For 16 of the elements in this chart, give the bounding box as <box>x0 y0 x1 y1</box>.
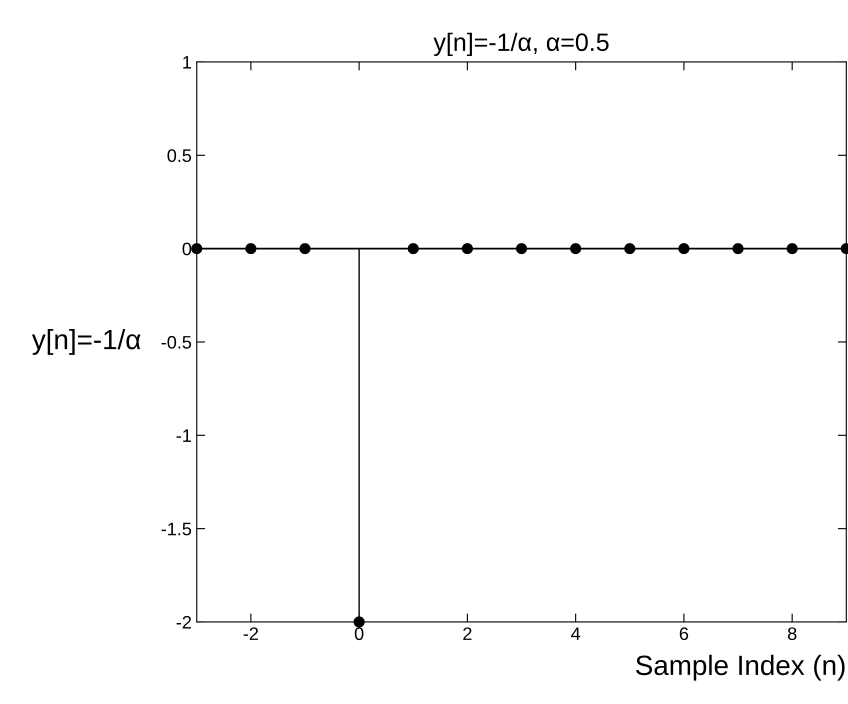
y-tick-label: 1 <box>183 56 191 68</box>
y-tick-label: 0.5 <box>167 149 192 162</box>
x-tick-label: 2 <box>463 627 472 640</box>
y-tick-label: -0.5 <box>162 336 192 349</box>
x-axis-title: Sample Index (n) <box>636 654 845 681</box>
x-tick-label: 6 <box>680 627 688 640</box>
y-tick-label: -1 <box>176 429 191 442</box>
y-tick-label: 0 <box>182 242 192 256</box>
y-axis-title: y[n]=-1/α <box>32 329 141 355</box>
chart-title: y[n]=-1/α, α=0.5 <box>433 32 609 56</box>
y-tick-label: -1.5 <box>162 522 192 536</box>
x-tick-label: 4 <box>571 628 580 640</box>
x-tick-label: -2 <box>244 627 258 640</box>
x-tick-label: 8 <box>788 627 796 640</box>
y-tick-label: -2 <box>176 616 191 629</box>
x-tick-label: 0 <box>354 627 364 640</box>
